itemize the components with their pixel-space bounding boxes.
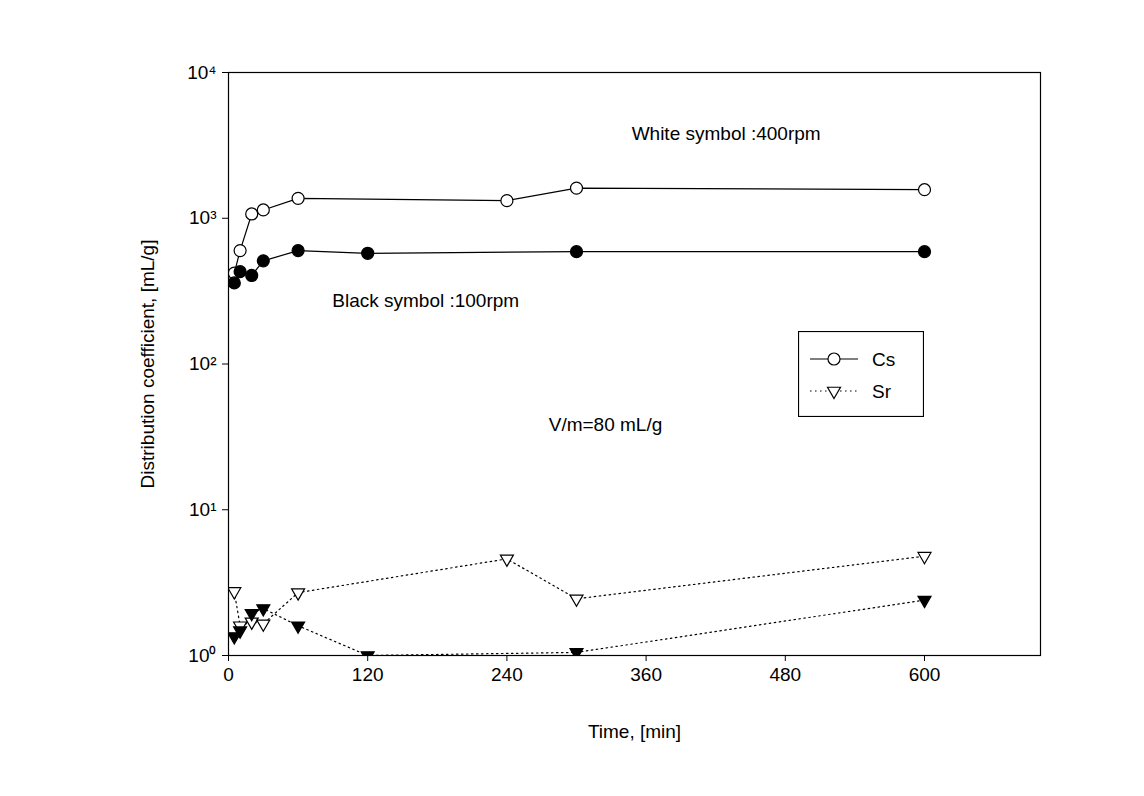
svg-text:480: 480 xyxy=(769,664,801,685)
svg-text:Distribution coefficient, [mL/: Distribution coefficient, [mL/g] xyxy=(137,240,158,489)
svg-text:360: 360 xyxy=(630,664,662,685)
svg-text:240: 240 xyxy=(491,664,523,685)
svg-text:Time, [min]: Time, [min] xyxy=(588,721,681,742)
svg-text:White symbol :400rpm: White symbol :400rpm xyxy=(632,123,821,144)
svg-text:120: 120 xyxy=(352,664,384,685)
svg-text:V/m=80 mL/g: V/m=80 mL/g xyxy=(549,414,663,435)
svg-text:10³: 10³ xyxy=(189,207,216,228)
svg-text:10²: 10² xyxy=(189,353,216,374)
svg-text:Cs: Cs xyxy=(872,349,895,370)
svg-text:Black symbol :100rpm: Black symbol :100rpm xyxy=(332,290,519,311)
svg-text:Sr: Sr xyxy=(872,381,892,402)
svg-text:10⁴: 10⁴ xyxy=(187,62,216,83)
svg-text:600: 600 xyxy=(909,664,941,685)
svg-text:10¹: 10¹ xyxy=(189,499,216,520)
svg-text:10⁰: 10⁰ xyxy=(188,645,216,666)
svg-text:0: 0 xyxy=(223,664,234,685)
